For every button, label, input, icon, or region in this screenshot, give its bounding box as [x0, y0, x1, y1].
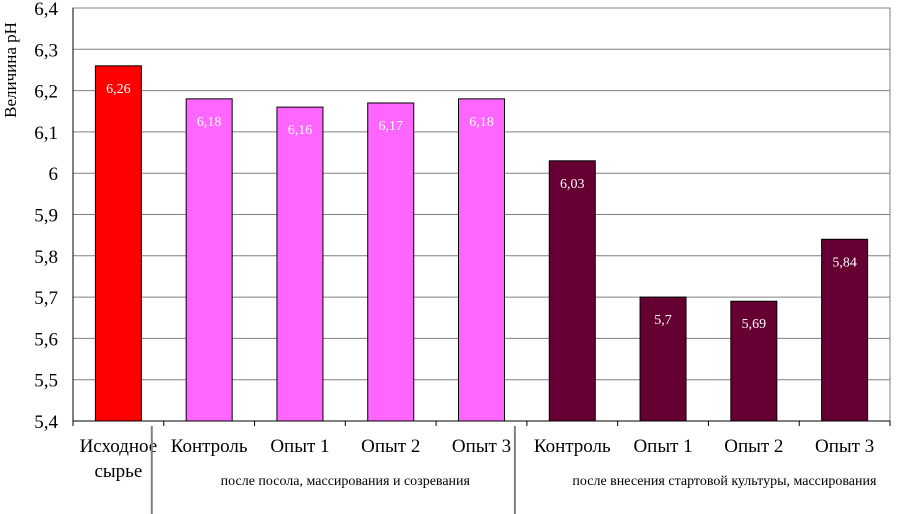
data-label: 5,7 [654, 313, 672, 328]
x-category-label: Опыт 1 [633, 436, 692, 457]
y-tick-label: 6,4 [34, 0, 58, 20]
group-label: после внесения стартовой культуры, масси… [572, 474, 877, 489]
x-category-label: Опыт 3 [452, 436, 511, 457]
x-category-label: Опыт 1 [270, 436, 329, 457]
y-tick-label: 5,5 [34, 371, 58, 392]
bar [367, 102, 415, 422]
y-tick-label: 6 [49, 164, 59, 185]
bars: 6,26 6,18 6,16 6,17 6,18 6,03 5,7 5,69 5,84 [94, 65, 869, 422]
y-tick-label: 5,7 [34, 288, 58, 309]
bar [548, 160, 596, 422]
group-labels: после посола, массирования и созревания п… [150, 426, 877, 514]
x-category-label: Опыт 2 [724, 436, 783, 457]
data-label: 6,18 [469, 115, 494, 130]
bar [185, 98, 233, 422]
x-category-labels: Исходное сырье Контроль Опыт 1 Опыт 2 Опыт 3 К… [80, 436, 875, 482]
x-category-label: Опыт 2 [361, 436, 420, 457]
bar [276, 106, 324, 422]
y-tick-label: 6,3 [34, 40, 58, 61]
x-category-label: Контроль [171, 436, 248, 457]
y-tick-label: 5,9 [34, 206, 58, 227]
data-label: 6,18 [197, 115, 222, 130]
data-label: 5,69 [742, 317, 767, 332]
data-label: 5,84 [832, 255, 857, 270]
bar [639, 296, 687, 422]
x-category-label: Контроль [534, 436, 611, 457]
y-tick-label: 5,8 [34, 247, 58, 268]
data-label: 6,17 [378, 119, 403, 134]
y-tick-label: 6,1 [34, 123, 58, 144]
bar [458, 98, 505, 422]
data-label: 6,26 [106, 82, 131, 97]
x-category-label: сырье [94, 461, 142, 482]
data-label: 6,16 [288, 123, 313, 138]
group-label: после посола, массирования и созревания [221, 474, 471, 489]
bar [730, 300, 778, 422]
axes [72, 7, 891, 426]
data-label: 6,03 [560, 177, 585, 192]
bar [94, 65, 142, 422]
y-tick-label: 5,4 [34, 412, 58, 433]
x-category-label: Опыт 3 [815, 436, 874, 457]
y-tick-label: 6,2 [34, 82, 58, 103]
y-tick-label: 5,6 [34, 329, 58, 350]
x-category-label: Исходное [80, 436, 158, 457]
y-tick-labels: 5,4 5,5 5,6 5,7 5,8 5,9 6 6,1 6,2 6,3 6,4 [34, 0, 58, 433]
y-axis-label: Величина pH [1, 22, 20, 118]
